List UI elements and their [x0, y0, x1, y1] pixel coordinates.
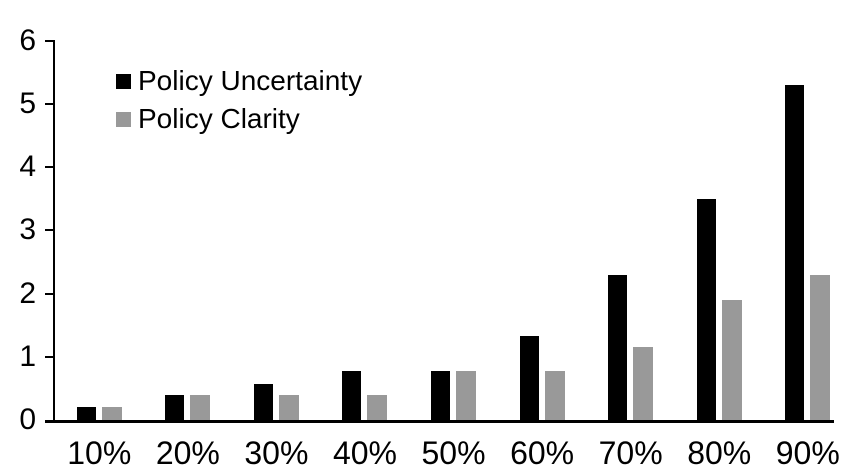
plot-area: 10% 20% 30% 40% 50% 60% 70% 80% 90% [55, 0, 852, 475]
y-tick [45, 39, 53, 42]
bar-pair [321, 0, 410, 420]
bar-policy-uncertainty [253, 384, 273, 420]
x-tick-label: 40% [332, 435, 397, 471]
x-tick-label: 30% [244, 435, 309, 471]
x-axis-line [45, 420, 834, 423]
bar-policy-clarity [101, 407, 122, 420]
bar-group: 20% [144, 0, 233, 475]
y-axis-line [53, 40, 55, 423]
y-tick-label: 3 [19, 213, 36, 247]
bar-pair [586, 0, 675, 420]
bar-pair [55, 0, 144, 420]
bar-policy-uncertainty [785, 85, 805, 420]
bar-policy-clarity [190, 395, 211, 420]
legend-label: Policy Uncertainty [138, 65, 363, 96]
y-tick [45, 166, 53, 169]
x-tick-label: 80% [687, 435, 752, 471]
legend-label: Policy Clarity [138, 103, 300, 134]
bar-policy-clarity [810, 275, 831, 420]
y-tick [45, 292, 53, 295]
x-tick-label: 70% [598, 435, 663, 471]
bar-policy-clarity [278, 395, 299, 420]
y-tick-label: 5 [19, 87, 36, 120]
legend-swatch-icon [116, 73, 131, 89]
x-tick-label: 90% [775, 435, 840, 471]
x-tick-label: 10% [67, 435, 132, 471]
bar-policy-uncertainty [431, 371, 451, 420]
bar-pair [498, 0, 587, 420]
bar-policy-uncertainty [519, 336, 539, 420]
x-tick-label: 20% [155, 435, 220, 471]
bar-pair [675, 0, 764, 420]
bar-policy-clarity [367, 395, 388, 420]
y-tick-label: 4 [19, 150, 36, 184]
y-tick [45, 229, 53, 232]
bar-policy-uncertainty [342, 371, 362, 420]
bar-pair [764, 0, 852, 420]
bar-group: 40% [321, 0, 410, 475]
y-tick [45, 355, 53, 358]
legend-item-policy-uncertainty: Policy Uncertainty [116, 62, 362, 100]
bar-group: 30% [232, 0, 321, 475]
bar-policy-uncertainty [696, 199, 716, 420]
chart-legend: Policy Uncertainty Policy Clarity [116, 62, 362, 138]
bar-group: 60% [498, 0, 587, 475]
y-tick [45, 103, 53, 105]
bar-pair [409, 0, 498, 420]
legend-item-policy-clarity: Policy Clarity [116, 100, 362, 138]
x-tick-label: 60% [510, 435, 575, 471]
bar-policy-uncertainty [76, 407, 96, 420]
bar-group: 50% [409, 0, 498, 475]
bar-policy-uncertainty [608, 275, 628, 420]
bar-policy-clarity [721, 300, 742, 420]
y-tick-label: 2 [19, 276, 36, 310]
bar-policy-uncertainty [165, 395, 185, 420]
bar-group: 90% [764, 0, 852, 475]
bar-group: 80% [675, 0, 764, 475]
bar-pair [232, 0, 321, 420]
bar-policy-clarity [633, 347, 654, 420]
bar-policy-clarity [456, 371, 477, 420]
x-tick-label: 50% [421, 435, 486, 471]
y-tick-label: 6 [19, 23, 36, 57]
bar-group: 70% [586, 0, 675, 475]
bar-pair [144, 0, 233, 420]
y-tick-label: 0 [19, 403, 36, 436]
bar-policy-clarity [544, 371, 565, 420]
legend-swatch-icon [116, 111, 131, 127]
bar-group: 10% [55, 0, 144, 475]
y-tick-label: 1 [19, 339, 36, 373]
